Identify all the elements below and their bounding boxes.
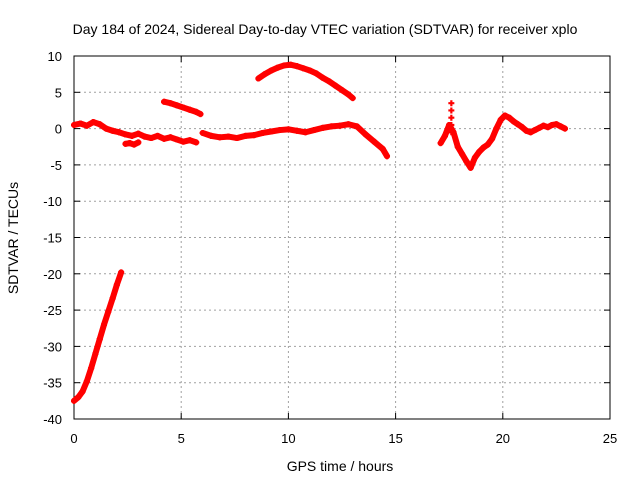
x-tick-label: 5 — [178, 431, 185, 446]
y-tick-label: -5 — [50, 158, 62, 173]
x-tick-labels: 0 5 10 15 20 25 — [70, 431, 617, 446]
data-points — [71, 61, 568, 404]
y-tick-label: -30 — [43, 339, 62, 354]
x-tick-label: 15 — [388, 431, 402, 446]
x-tick-label: 10 — [281, 431, 295, 446]
data-point — [448, 107, 455, 114]
segment-upper-short — [161, 98, 204, 118]
y-tick-label: -25 — [43, 303, 62, 318]
data-point — [135, 139, 142, 146]
segment-late-spike — [448, 100, 455, 136]
segment-rising-arc-start — [71, 269, 125, 404]
segment-late-segment — [437, 112, 568, 171]
x-tick-label: 0 — [70, 431, 77, 446]
data-point — [448, 129, 455, 136]
x-tick-label: 20 — [496, 431, 510, 446]
segment-baseline-low-patch — [122, 139, 142, 148]
data-point — [197, 111, 204, 118]
chart-title: Day 184 of 2024, Sidereal Day-to-day VTE… — [73, 21, 578, 37]
x-tick-label: 25 — [603, 431, 617, 446]
y-tick-label: -40 — [43, 412, 62, 427]
segment-upper-arc — [255, 61, 356, 102]
y-tick-label: -20 — [43, 267, 62, 282]
y-tick-labels: 10 5 0 -5 -10 -15 -20 -25 -30 -35 -40 — [43, 49, 62, 427]
x-axis-label: GPS time / hours — [287, 458, 394, 474]
axis-ticks — [73, 55, 611, 420]
y-tick-label: 10 — [48, 49, 62, 64]
segment-baseline-mid — [199, 121, 391, 160]
y-axis-label: SDTVAR / TECUs — [5, 182, 21, 294]
data-point — [193, 139, 200, 146]
y-tick-label: -10 — [43, 194, 62, 209]
y-tick-label: -15 — [43, 231, 62, 246]
y-tick-label: -35 — [43, 376, 62, 391]
segment-baseline-early — [71, 119, 200, 146]
y-tick-label: 5 — [55, 85, 62, 100]
y-tick-label: 0 — [55, 122, 62, 137]
data-point — [448, 121, 455, 128]
data-point — [118, 269, 125, 276]
data-point — [561, 125, 568, 132]
data-point — [448, 100, 455, 107]
data-point — [349, 95, 356, 102]
data-point — [384, 153, 391, 160]
data-point — [448, 114, 455, 121]
